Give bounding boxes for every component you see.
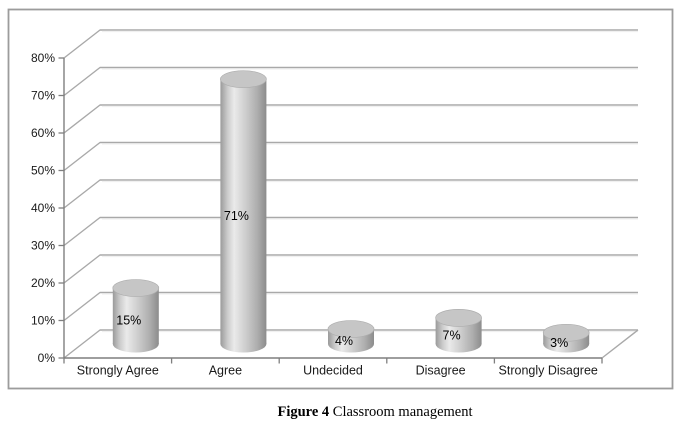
cylinder-top bbox=[327, 320, 375, 338]
gridline bbox=[63, 141, 638, 172]
gridline bbox=[63, 291, 638, 322]
x-category-label: Agree bbox=[209, 364, 242, 378]
gridline bbox=[63, 179, 638, 209]
figure-caption-text: Classroom management bbox=[332, 404, 473, 420]
bar-cylinder bbox=[112, 279, 160, 353]
bar-value-label: 4% bbox=[335, 334, 353, 348]
gridline bbox=[63, 29, 638, 59]
y-tick-label: 50% bbox=[31, 164, 55, 178]
bar-cylinder bbox=[220, 70, 267, 353]
cylinder-top bbox=[112, 279, 160, 297]
figure-caption-label: Figure 4 bbox=[277, 404, 330, 420]
gridline bbox=[63, 216, 638, 247]
y-tick-label: 80% bbox=[31, 51, 55, 65]
bar-value-label: 7% bbox=[443, 328, 461, 342]
y-tick-label: 10% bbox=[31, 314, 55, 328]
y-tick-label: 40% bbox=[31, 201, 55, 215]
y-tick-label: 20% bbox=[31, 276, 55, 290]
x-category-label: Disagree bbox=[416, 364, 466, 378]
chart-frame-border bbox=[7, 8, 674, 390]
chart-canvas: 15% 71% 4% 7% 3% 0% 10% 20% 30% 40% 50% 60% 70% 80% St… bbox=[7, 8, 674, 390]
gridline bbox=[63, 66, 638, 97]
bar-cylinder bbox=[542, 323, 590, 353]
figure-caption: Figure 4 Classroom management bbox=[34, 404, 682, 421]
x-category-label: Strongly Agree bbox=[77, 364, 159, 378]
gridline bbox=[63, 254, 638, 284]
y-tick-label: 70% bbox=[31, 89, 55, 103]
cylinder-top bbox=[542, 323, 590, 342]
bar-value-label: 3% bbox=[550, 336, 568, 350]
bar-value-label: 15% bbox=[116, 313, 141, 327]
cylinder-top bbox=[220, 70, 267, 89]
y-tick-label: 0% bbox=[38, 351, 56, 365]
bar-cylinder bbox=[327, 320, 375, 353]
bar-value-label: 71% bbox=[224, 209, 249, 223]
floor-right-edge bbox=[601, 329, 639, 359]
y-tick-label: 60% bbox=[31, 126, 55, 140]
x-category-label: Strongly Disagree bbox=[499, 364, 598, 378]
x-category-label: Undecided bbox=[303, 364, 363, 378]
cylinder-top bbox=[435, 309, 482, 327]
gridline bbox=[63, 104, 638, 134]
cylinder-body bbox=[112, 288, 159, 344]
bar-cylinder bbox=[435, 309, 482, 353]
y-tick-label: 30% bbox=[31, 239, 55, 253]
cylinder-body bbox=[220, 79, 267, 345]
